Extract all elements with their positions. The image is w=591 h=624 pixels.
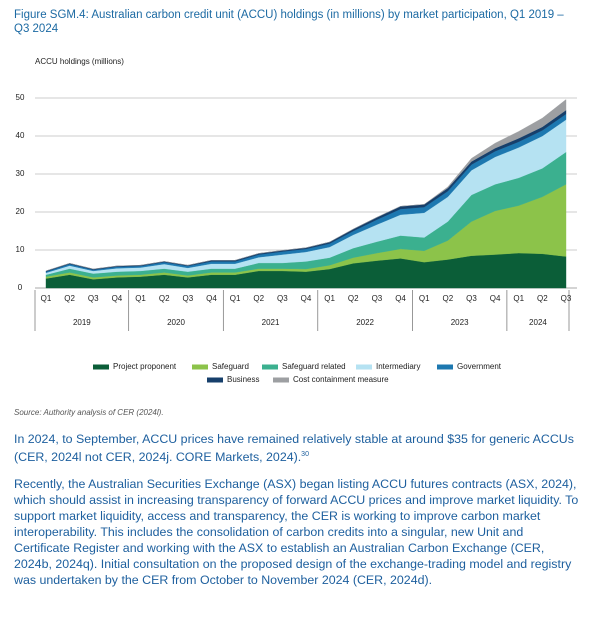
legend-label: Business: [227, 375, 259, 384]
x-tick-label: Q2: [442, 294, 453, 303]
y-tick-label: 30: [16, 169, 25, 178]
x-group-label: 2024: [529, 318, 547, 327]
area: [45, 99, 567, 272]
x-group-label: 2019: [73, 318, 91, 327]
x-tick-label: Q3: [561, 294, 572, 303]
x-tick-label: Q2: [64, 294, 75, 303]
x-group-label: 2023: [451, 318, 469, 327]
y-axis-label: ACCU holdings (millions): [35, 57, 124, 66]
x-tick-label: Q1: [513, 294, 524, 303]
paragraph-text: Recently, the Australian Securities Exch…: [14, 477, 579, 587]
x-tick-label: Q1: [324, 294, 335, 303]
x-group-label: 2021: [262, 318, 280, 327]
legend-swatch: [273, 377, 289, 383]
legend-label: Project proponent: [113, 362, 177, 371]
legend-swatch: [437, 364, 453, 370]
paragraph-text: In 2024, to September, ACCU prices have …: [14, 432, 574, 465]
x-tick-label: Q2: [348, 294, 359, 303]
paragraph: In 2024, to September, ACCU prices have …: [14, 431, 580, 465]
y-tick-label: 20: [16, 207, 25, 216]
source-note: Source: Authority analysis of CER (2024l…: [14, 408, 164, 417]
legend-swatch: [262, 364, 278, 370]
x-tick-label: Q4: [206, 294, 217, 303]
y-tick-label: 10: [16, 245, 25, 254]
x-tick-label: Q3: [88, 294, 99, 303]
legend-label: Safeguard related: [282, 362, 346, 371]
y-tick-label: 40: [16, 131, 25, 140]
x-tick-label: Q4: [490, 294, 501, 303]
x-tick-label: Q1: [135, 294, 146, 303]
x-tick-label: Q1: [419, 294, 430, 303]
x-tick-label: Q2: [253, 294, 264, 303]
legend-swatch: [93, 364, 109, 370]
x-tick-label: Q4: [301, 294, 312, 303]
x-tick-label: Q2: [537, 294, 548, 303]
footnote-ref: 30: [301, 451, 309, 458]
x-tick-label: Q4: [395, 294, 406, 303]
x-tick-label: Q2: [159, 294, 170, 303]
legend-swatch: [192, 364, 208, 370]
x-group-label: 2020: [167, 318, 185, 327]
legend-swatch: [356, 364, 372, 370]
legend-swatch: [207, 377, 223, 383]
x-tick-label: Q3: [277, 294, 288, 303]
legend-label: Government: [457, 362, 502, 371]
y-tick-label: 0: [18, 283, 23, 292]
legend-label: Intermediary: [376, 362, 420, 371]
x-tick-label: Q3: [372, 294, 383, 303]
x-tick-label: Q3: [466, 294, 477, 303]
legend-label: Safeguard: [212, 362, 249, 371]
legend-label: Cost containment measure: [293, 375, 389, 384]
x-tick-label: Q1: [230, 294, 241, 303]
x-tick-label: Q3: [182, 294, 193, 303]
figure-title: Figure SGM.4: Australian carbon credit u…: [14, 9, 564, 35]
x-tick-label: Q4: [112, 294, 123, 303]
y-tick-label: 50: [16, 93, 25, 102]
paragraph: Recently, the Australian Securities Exch…: [14, 476, 580, 588]
x-tick-label: Q1: [41, 294, 52, 303]
x-group-label: 2022: [356, 318, 374, 327]
chart: ACCU holdings (millions) 0 10 20 30 40 50 Q1 Q2…: [16, 57, 577, 384]
